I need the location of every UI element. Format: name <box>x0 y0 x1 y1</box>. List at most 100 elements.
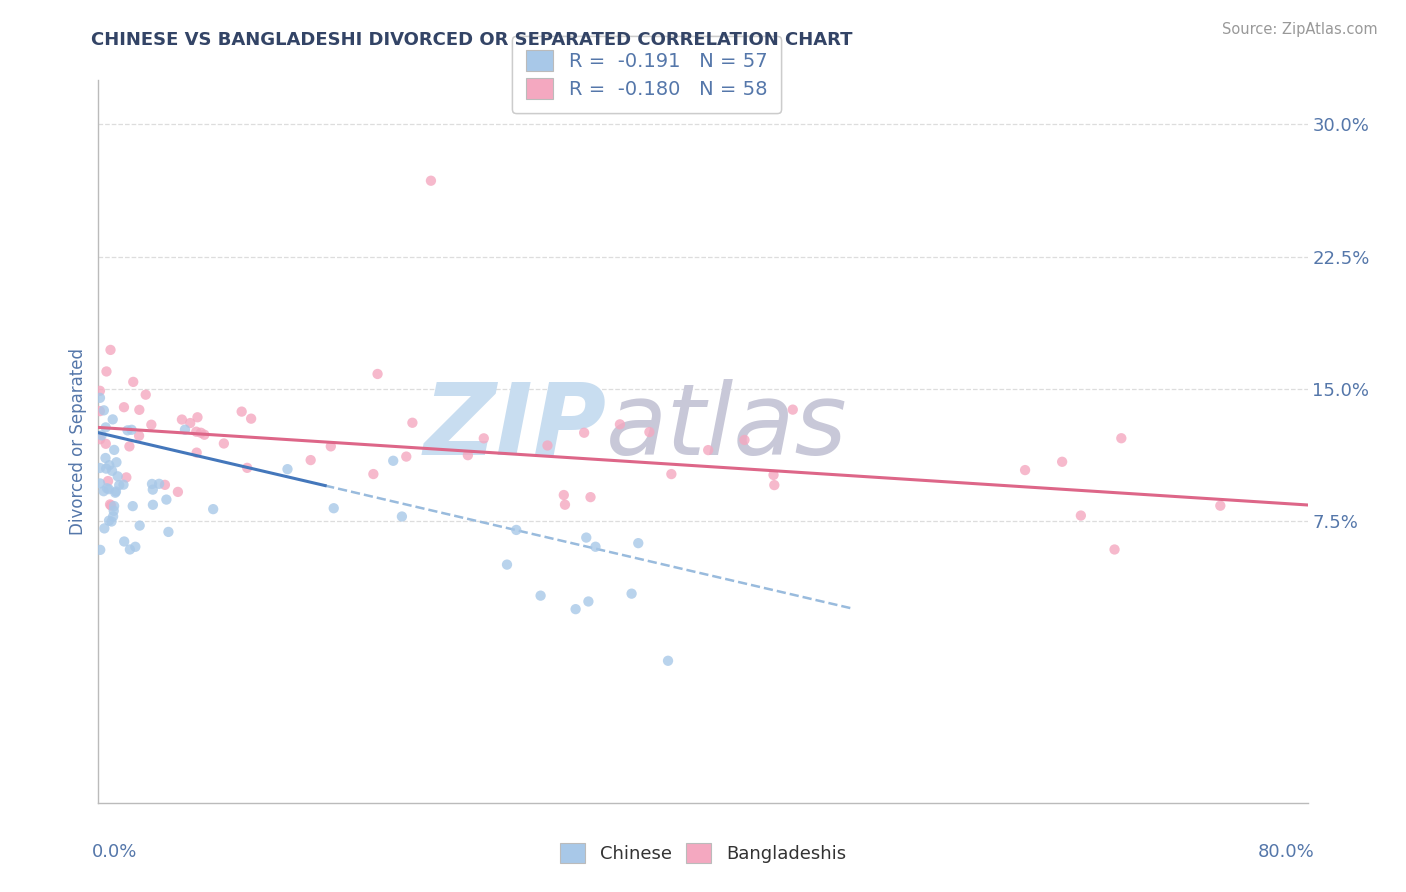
Point <box>115 470 138 484</box>
Text: Source: ZipAtlas.com: Source: ZipAtlas.com <box>1222 22 1378 37</box>
Point <box>536 438 558 452</box>
Point <box>122 375 145 389</box>
Point <box>98 514 121 528</box>
Text: atlas: atlas <box>606 378 848 475</box>
Point <box>97 482 120 496</box>
Point <box>89 476 111 491</box>
Point <box>472 431 495 445</box>
Point <box>276 462 298 476</box>
Point <box>98 498 121 512</box>
Point <box>529 589 551 603</box>
Point <box>401 416 423 430</box>
Point <box>505 523 527 537</box>
Point <box>97 474 120 488</box>
Point <box>179 416 201 430</box>
Point <box>186 425 208 439</box>
Point <box>762 467 785 482</box>
Point <box>572 425 595 440</box>
Point <box>627 536 650 550</box>
Point <box>763 478 786 492</box>
Point <box>186 410 208 425</box>
Point <box>142 483 165 497</box>
Point <box>1104 542 1126 557</box>
Point <box>1050 455 1073 469</box>
Point <box>657 654 679 668</box>
Point <box>553 488 575 502</box>
Point <box>782 402 804 417</box>
Point <box>90 428 112 442</box>
Point <box>101 464 124 478</box>
Text: ZIP: ZIP <box>423 378 606 475</box>
Point <box>103 504 125 518</box>
Point <box>101 509 124 524</box>
Point <box>93 403 115 417</box>
Point <box>117 423 139 437</box>
Point <box>89 432 111 446</box>
Point <box>620 587 643 601</box>
Legend: Chinese, Bangladeshis: Chinese, Bangladeshis <box>551 834 855 872</box>
Text: CHINESE VS BANGLADESHI DIVORCED OR SEPARATED CORRELATION CHART: CHINESE VS BANGLADESHI DIVORCED OR SEPAR… <box>91 31 853 49</box>
Point <box>420 174 443 188</box>
Point <box>322 501 344 516</box>
Point <box>153 478 176 492</box>
Point <box>564 602 586 616</box>
Point <box>98 458 121 473</box>
Point <box>105 455 128 469</box>
Point <box>554 498 576 512</box>
Point <box>96 481 118 495</box>
Point <box>121 499 143 513</box>
Point <box>659 467 682 481</box>
Point <box>94 450 117 465</box>
Point <box>1070 508 1092 523</box>
Point <box>104 485 127 500</box>
Point <box>94 420 117 434</box>
Point <box>575 531 598 545</box>
Point <box>319 439 342 453</box>
Point <box>128 402 150 417</box>
Point <box>94 461 117 475</box>
Point <box>576 594 599 608</box>
Point <box>240 411 263 425</box>
Point <box>107 469 129 483</box>
Point <box>104 484 127 499</box>
Point <box>299 453 322 467</box>
Point <box>100 515 122 529</box>
Point <box>141 417 163 432</box>
Text: 80.0%: 80.0% <box>1258 843 1315 861</box>
Point <box>148 476 170 491</box>
Point <box>231 404 253 418</box>
Point <box>733 433 755 447</box>
Point <box>100 343 122 357</box>
Point <box>112 477 135 491</box>
Point <box>579 490 602 504</box>
Point <box>141 477 163 491</box>
Point <box>112 401 135 415</box>
Point <box>395 450 418 464</box>
Point <box>135 387 157 401</box>
Point <box>585 540 607 554</box>
Point <box>112 534 135 549</box>
Point <box>382 454 405 468</box>
Point <box>391 509 413 524</box>
Point <box>367 367 389 381</box>
Point <box>202 502 225 516</box>
Point <box>93 521 115 535</box>
Point <box>1111 431 1133 445</box>
Point <box>108 478 131 492</box>
Point <box>609 417 631 432</box>
Point <box>93 484 115 499</box>
Text: 0.0%: 0.0% <box>91 843 136 861</box>
Point <box>363 467 385 481</box>
Point <box>142 498 165 512</box>
Point <box>167 484 190 499</box>
Point <box>89 461 111 475</box>
Point <box>457 448 479 462</box>
Point <box>697 443 720 458</box>
Point <box>186 445 208 459</box>
Point <box>212 436 235 450</box>
Point <box>103 442 125 457</box>
Point <box>157 524 180 539</box>
Point <box>89 542 111 557</box>
Point <box>170 412 193 426</box>
Y-axis label: Divorced or Separated: Divorced or Separated <box>69 348 87 535</box>
